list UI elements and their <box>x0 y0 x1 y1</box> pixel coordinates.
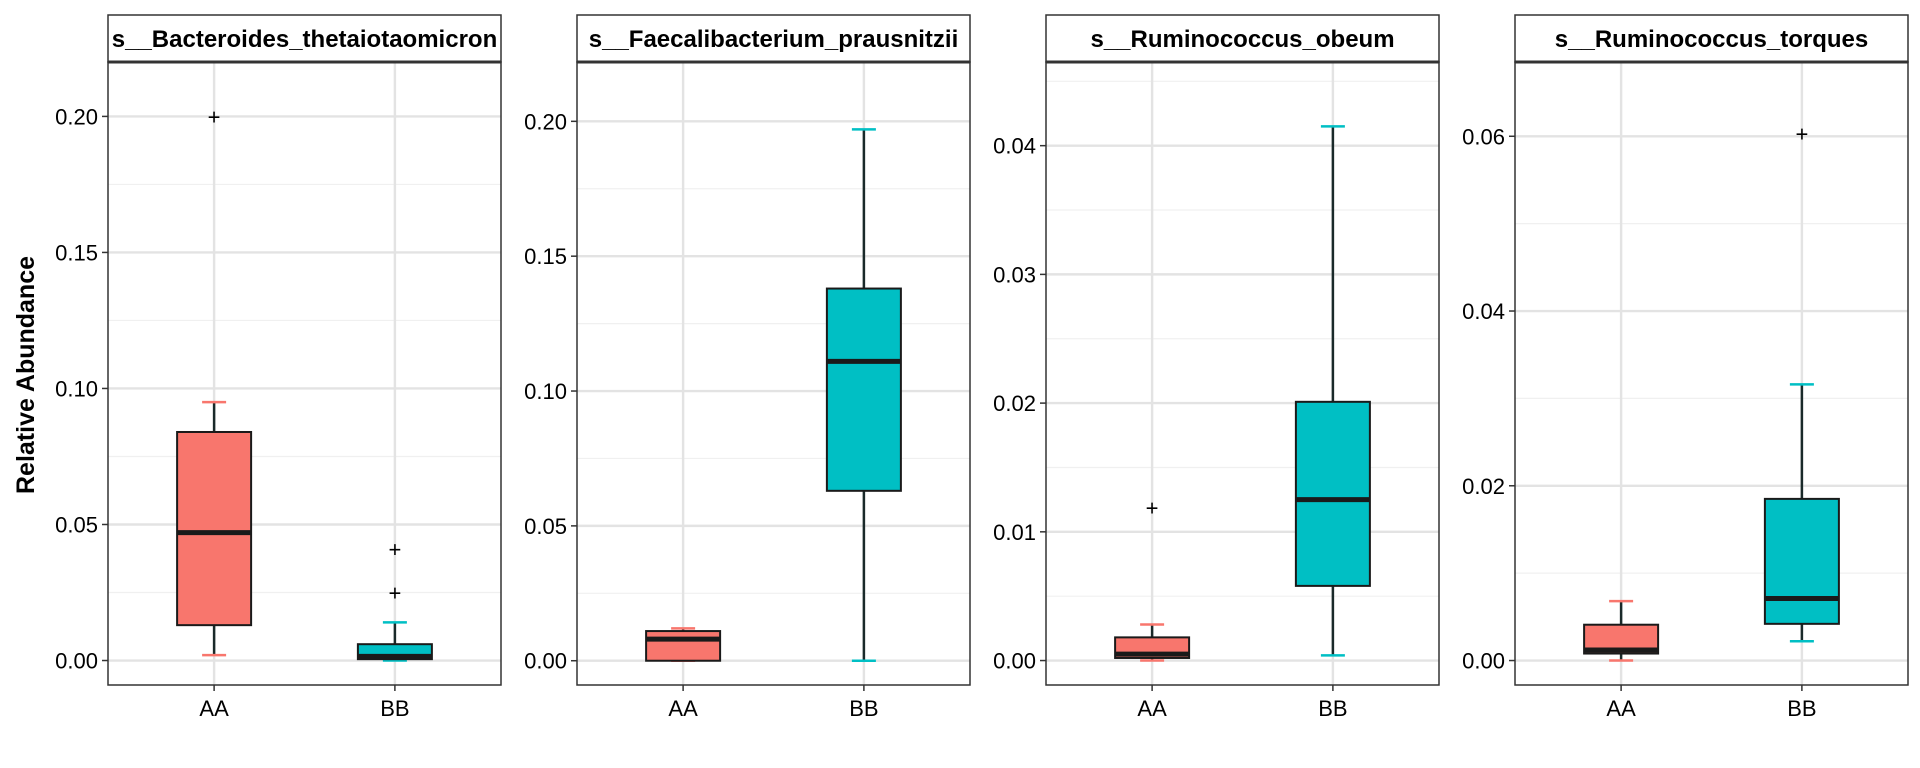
y-axis-title: Relative Abundance <box>12 256 40 494</box>
facet-panel-4: 0.00 0.02 0.04 0.06 + s__Ruminococcus_torques… <box>1462 14 1909 721</box>
box-body <box>176 430 253 627</box>
y-tick-label: 0.00 <box>524 649 567 674</box>
facet-panel-1: 0.000.050.100.150.20 +++s__Bacteroides_th… <box>55 14 502 721</box>
y-tick-label: 0.15 <box>524 244 567 269</box>
x-tick-label: AA <box>668 696 698 721</box>
x-tick-label: BB <box>380 696 409 721</box>
box-BB: + <box>1763 122 1840 643</box>
strip-clip-group: s__Ruminococcus_obeum <box>1090 26 1394 53</box>
panel-title: s__Ruminococcus_obeum <box>1090 26 1394 53</box>
panel-title: s__Faecalibacterium_prausnitzii <box>589 26 959 53</box>
strip-clip-group: s__Ruminococcus_torques <box>1555 26 1868 53</box>
box-body <box>1294 400 1371 587</box>
box-AA: + <box>1114 495 1191 662</box>
box-body <box>1763 497 1840 625</box>
y-tick-label: 0.20 <box>55 104 98 129</box>
x-tick-label: BB <box>1318 696 1347 721</box>
y-tick-label: 0.10 <box>524 379 567 404</box>
y-tick-label: 0.20 <box>524 109 567 134</box>
box-body <box>825 287 902 492</box>
y-tick-label: 0.05 <box>55 512 98 537</box>
box-AA: + <box>176 104 253 657</box>
box-BB <box>1294 125 1371 657</box>
facet-panel-3: 0.00 0.01 0.02 0.03 0.04 + s__Ruminococcus_obe… <box>993 14 1440 721</box>
strip-clip-group: s__Faecalibacterium_prausnitzii <box>589 26 959 53</box>
x-tick-label: AA <box>1606 696 1636 721</box>
y-tick-label: 0.00 <box>1462 649 1505 674</box>
strip-background <box>107 14 502 63</box>
facet-panel-2: 0.00 0.05 0.10 0.15 0.20 s__Faecalibacterium_… <box>524 14 971 721</box>
y-tick-label: 0.05 <box>524 514 567 539</box>
y-tick-label: 0.04 <box>1462 299 1505 324</box>
x-tick-label: BB <box>849 696 878 721</box>
strip-clip-group: s__Bacteroides_thetaiotaomicron <box>112 26 497 53</box>
y-tick-label: 0.06 <box>1462 124 1505 149</box>
y-tick-label: 0.01 <box>993 520 1036 545</box>
box-BB: ++ <box>356 537 433 662</box>
y-tick-label: 0.00 <box>55 649 98 674</box>
x-tick-label: BB <box>1787 696 1816 721</box>
strip-background <box>1045 14 1440 63</box>
outlier-point: + <box>388 537 401 562</box>
box-AA <box>645 627 722 662</box>
panel-title: s__Bacteroides_thetaiotaomicron <box>112 26 497 53</box>
x-tick-label: AA <box>199 696 229 721</box>
panel-background <box>108 62 501 685</box>
outlier-point: + <box>388 581 401 606</box>
outlier-point: + <box>1795 122 1808 147</box>
box-body <box>645 630 722 662</box>
panel-background <box>577 62 970 685</box>
box-BB <box>825 128 902 662</box>
y-tick-label: 0.02 <box>993 391 1036 416</box>
panel-background <box>1046 62 1439 685</box>
strip-background <box>576 14 971 63</box>
box-AA <box>1583 599 1660 662</box>
y-tick-label: 0.03 <box>993 262 1036 287</box>
outlier-point: + <box>1146 495 1159 520</box>
y-tick-label: 0.10 <box>55 376 98 401</box>
x-tick-label: AA <box>1137 696 1167 721</box>
panel-background <box>1515 62 1908 685</box>
y-tick-label: 0.04 <box>993 134 1036 159</box>
y-tick-label: 0.15 <box>55 240 98 265</box>
outlier-point: + <box>208 104 221 129</box>
panel-title: s__Ruminococcus_torques <box>1555 26 1868 53</box>
y-tick-label: 0.00 <box>993 649 1036 674</box>
y-tick-label: 0.02 <box>1462 474 1505 499</box>
